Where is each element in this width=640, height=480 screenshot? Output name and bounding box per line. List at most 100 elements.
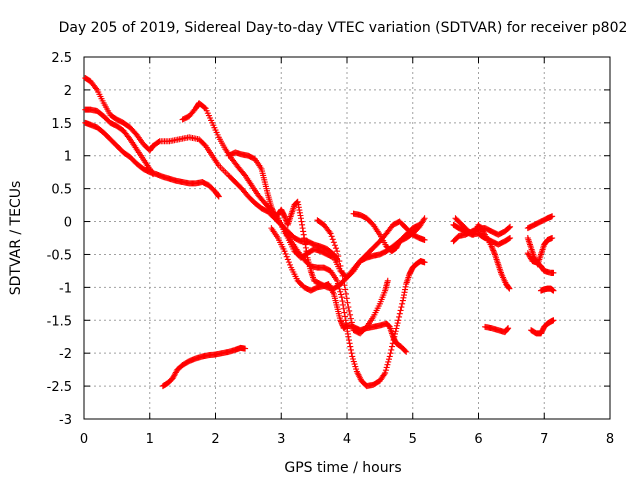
- series-arc19: [537, 285, 557, 294]
- data-point: [389, 343, 396, 350]
- data-point: [287, 261, 294, 268]
- x-tick-label: 7: [540, 432, 548, 447]
- data-point: [416, 221, 423, 228]
- data-point: [345, 337, 352, 344]
- x-tick-label: 2: [211, 432, 219, 447]
- data-point: [396, 313, 403, 320]
- data-point: [421, 236, 428, 243]
- data-point: [338, 294, 345, 301]
- data-point: [549, 213, 556, 220]
- data-point: [215, 193, 222, 200]
- data-point: [338, 267, 345, 274]
- data-point: [285, 259, 292, 266]
- series-arc2: [82, 106, 157, 178]
- data-point: [348, 319, 355, 326]
- data-point: [403, 348, 410, 355]
- data-point: [506, 285, 513, 292]
- data-point: [342, 313, 349, 320]
- data-points: [82, 75, 557, 390]
- data-point: [393, 322, 400, 329]
- data-point: [342, 286, 349, 293]
- data-point: [385, 358, 392, 365]
- data-point: [382, 367, 389, 374]
- x-tick-label: 8: [606, 432, 614, 447]
- data-point: [125, 134, 132, 141]
- data-point: [345, 333, 352, 340]
- data-point: [506, 224, 513, 231]
- data-point: [397, 307, 404, 314]
- data-point: [402, 347, 409, 354]
- data-point: [387, 350, 394, 357]
- data-point: [348, 350, 355, 357]
- data-point: [340, 301, 347, 308]
- data-point: [201, 104, 208, 111]
- data-point: [93, 85, 100, 92]
- data-point: [333, 245, 340, 252]
- data-point: [336, 258, 343, 265]
- data-point: [421, 215, 428, 222]
- data-point: [549, 235, 556, 241]
- y-tick-label: 1: [64, 150, 72, 165]
- data-point: [334, 248, 341, 255]
- chart-title: Day 205 of 2019, Sidereal Day-to-day VTE…: [59, 20, 628, 36]
- data-point: [347, 311, 354, 318]
- x-tick-label: 5: [409, 432, 417, 447]
- grid-lines: [84, 57, 610, 419]
- y-tick-label: 0.5: [51, 183, 72, 198]
- data-point: [337, 291, 344, 298]
- series-arc17: [524, 250, 557, 276]
- data-point: [284, 256, 291, 263]
- axis-ticks: [83, 56, 611, 420]
- y-tick-label: -2.5: [47, 380, 72, 395]
- data-point: [507, 223, 514, 230]
- data-point: [330, 239, 337, 246]
- data-point: [385, 356, 392, 363]
- data-point: [394, 320, 401, 327]
- y-axis-label: SDTVAR / TECUs: [8, 181, 24, 296]
- data-point: [349, 323, 356, 330]
- x-tick-label: 1: [146, 432, 154, 447]
- data-point: [396, 310, 403, 317]
- data-point: [347, 315, 354, 322]
- data-point: [329, 236, 336, 243]
- data-point: [384, 277, 391, 284]
- series-arc5: [225, 149, 428, 281]
- data-point: [383, 364, 390, 371]
- y-tick-label: 2: [64, 84, 72, 99]
- data-point: [341, 282, 348, 289]
- data-point: [381, 371, 388, 378]
- y-tick-label: 1.5: [51, 117, 72, 132]
- y-tick-label: 0: [64, 216, 72, 231]
- data-point: [344, 299, 351, 306]
- data-point: [326, 228, 333, 235]
- data-point: [340, 277, 347, 284]
- y-tick-label: -1.5: [47, 314, 72, 329]
- x-axis-label: GPS time / hours: [284, 460, 401, 476]
- data-point: [337, 288, 344, 295]
- tick-labels: 0 1 2 3 4 5 6 7 8 -3 -2.5 -2 -1.5 -1 -0.5 0 0.5 1 1.5 2 2.5: [47, 51, 615, 447]
- series-arc10: [159, 344, 249, 390]
- data-point: [346, 307, 353, 314]
- data-point: [343, 295, 350, 302]
- data-point: [347, 343, 354, 350]
- data-point: [398, 304, 405, 311]
- data-point: [327, 230, 334, 237]
- x-tick-label: 0: [80, 432, 88, 447]
- data-point: [343, 290, 350, 297]
- y-tick-label: -1: [59, 281, 72, 296]
- data-point: [550, 269, 557, 276]
- data-point: [382, 369, 389, 376]
- data-point: [331, 242, 338, 249]
- data-point: [334, 277, 341, 284]
- data-point: [341, 309, 348, 316]
- data-point: [283, 253, 290, 260]
- series-arc8: [314, 217, 391, 337]
- data-point: [242, 345, 249, 352]
- data-point: [550, 287, 557, 294]
- series-arc14: [482, 323, 512, 336]
- data-point: [346, 340, 353, 347]
- data-point: [420, 216, 427, 223]
- data-point: [399, 300, 406, 307]
- series-arc13: [452, 215, 513, 292]
